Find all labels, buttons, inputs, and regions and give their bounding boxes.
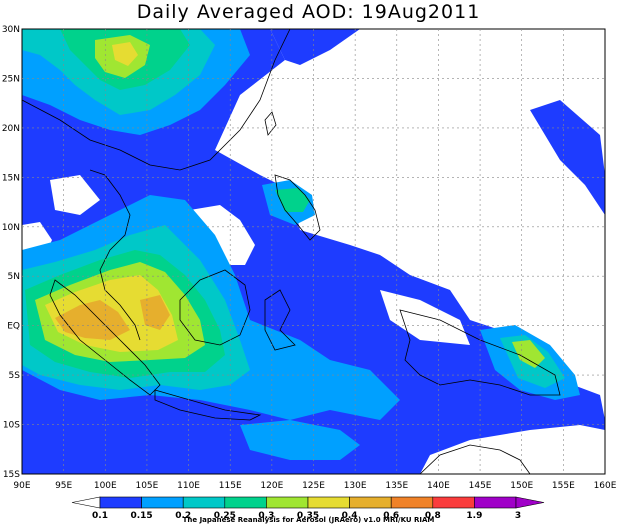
lon-label: 140E xyxy=(427,481,450,491)
coast-taiwan xyxy=(264,111,277,136)
coast-new-guinea xyxy=(399,309,561,396)
aod-region-light-blue-south xyxy=(240,420,360,460)
legend-level-label: 0.6 xyxy=(383,511,399,521)
aod-gap-east-lobe xyxy=(380,290,470,345)
lon-label: 115E xyxy=(219,481,242,491)
lon-label: 100E xyxy=(94,481,117,491)
coast-indochina xyxy=(89,169,141,341)
coast-sulawesi xyxy=(264,289,296,351)
legend-swatch xyxy=(390,496,434,509)
legend-swatch xyxy=(432,496,475,509)
legend-triangle-high xyxy=(515,496,545,509)
lon-label: 130E xyxy=(344,481,367,491)
legend-level-label: 0.25 xyxy=(214,511,236,521)
aod-region-orange-sumatra xyxy=(55,300,130,340)
lon-label: 160E xyxy=(594,481,617,491)
aod-legend-bar xyxy=(71,496,545,509)
coast-philippines xyxy=(274,174,321,241)
lat-label: 5S xyxy=(9,371,21,381)
legend-level-label: 3 xyxy=(515,511,521,521)
legend-level-label: 0.1 xyxy=(92,511,108,521)
aod-region-blue-north xyxy=(270,29,360,65)
coast-borneo xyxy=(179,269,251,346)
lon-label: 90E xyxy=(13,481,30,491)
legend-level-label: 0.2 xyxy=(175,511,191,521)
legend-level-label: 1.9 xyxy=(466,511,482,521)
aod-region-lime-east xyxy=(512,340,545,368)
lon-label: 135E xyxy=(385,481,408,491)
legend-swatch xyxy=(266,496,309,509)
legend-swatch xyxy=(99,496,142,509)
lon-label: 150E xyxy=(510,481,533,491)
legend-level-label: 0.15 xyxy=(130,511,152,521)
coastlines xyxy=(22,29,561,474)
aod-region-orange-borneo xyxy=(140,295,170,330)
lat-label: 25N xyxy=(2,74,20,84)
lon-label: 125E xyxy=(302,481,325,491)
lat-label: EQ xyxy=(7,322,20,332)
credit-line: The Japanese Reanalysis for Aerosol (JRA… xyxy=(182,516,435,524)
lat-label: 15S xyxy=(3,470,20,480)
lat-label: 10S xyxy=(3,421,20,431)
legend-swatch xyxy=(141,496,184,509)
legend-swatch xyxy=(474,496,517,509)
legend-swatch xyxy=(307,496,350,509)
aod-region-yellow-north xyxy=(112,42,138,66)
legend-level-label: 0.35 xyxy=(297,511,319,521)
lon-label: 110E xyxy=(177,481,200,491)
map-title: Daily Averaged AOD: 19Aug2011 xyxy=(136,1,481,23)
coast-china xyxy=(22,29,291,171)
lon-label: 95E xyxy=(55,481,72,491)
coast-australia xyxy=(419,444,531,474)
legend-level-label: 0.4 xyxy=(342,511,358,521)
longitude-labels: 90E 95E 100E 105E 110E 115E 120E 125E 130E 135E 14… xyxy=(13,481,616,491)
coast-sumatra xyxy=(49,279,161,396)
lat-label: 5N xyxy=(8,272,20,282)
gridlines xyxy=(22,29,605,474)
lat-label: 20N xyxy=(2,124,20,134)
legend-triangle-low xyxy=(71,496,101,509)
lat-label: 30N xyxy=(2,25,20,35)
aod-region-green-philippines xyxy=(275,188,310,212)
lat-label: 15N xyxy=(2,173,20,183)
latitude-labels: 30N 25N 20N 15N 10N 5N EQ 5S 10S 15S xyxy=(2,25,20,480)
legend-level-label: 0.8 xyxy=(425,511,441,521)
lon-label: 120E xyxy=(260,481,283,491)
aod-gap-south-lobe xyxy=(420,425,605,474)
aod-gap-bay xyxy=(50,175,100,215)
lon-label: 145E xyxy=(469,481,492,491)
lon-label: 105E xyxy=(135,481,158,491)
lat-label: 10N xyxy=(2,223,20,233)
aod-contour-field xyxy=(22,29,605,474)
aod-region-blue-ne xyxy=(530,100,605,215)
aod-legend-labels: 0.1 0.15 0.2 0.25 0.3 0.35 0.4 0.6 0.8 1.9 3 xyxy=(92,511,521,521)
legend-swatch xyxy=(182,496,226,509)
legend-level-label: 0.3 xyxy=(258,511,274,521)
legend-swatch xyxy=(224,496,267,509)
coast-java xyxy=(154,389,262,421)
lon-label: 155E xyxy=(552,481,575,491)
legend-swatch xyxy=(349,496,392,509)
